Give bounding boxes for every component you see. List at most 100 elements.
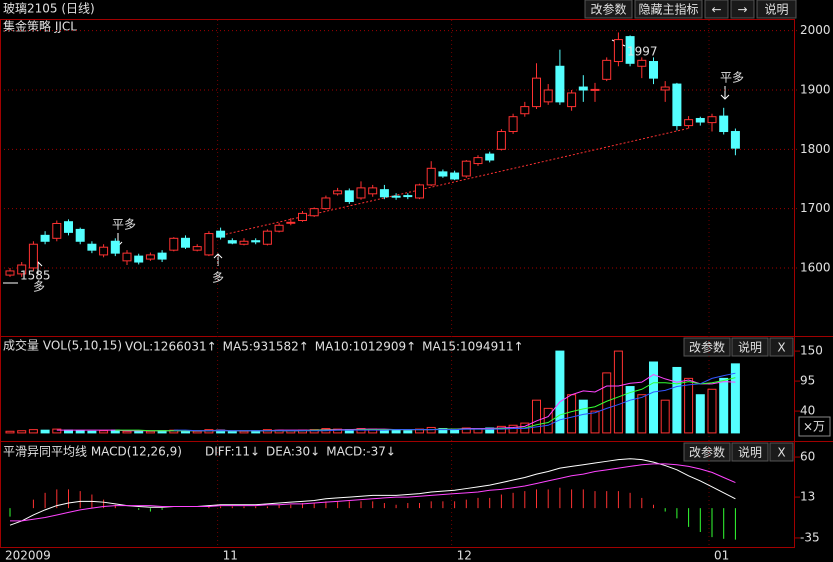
volume-bar (625, 386, 635, 434)
button-bg (704, 0, 729, 19)
candle-body (602, 59, 612, 80)
candle-body (286, 221, 296, 224)
candle-body (239, 240, 249, 245)
chart-subtitle: 集金策略 JJCL (3, 19, 77, 34)
volume-bar (660, 399, 670, 434)
volume-bar (262, 429, 272, 434)
button-label: X (777, 446, 785, 460)
volume-bar (5, 430, 15, 434)
candle-body (496, 131, 506, 150)
candle-body (274, 224, 284, 232)
candle-body (251, 240, 261, 243)
volume-bar (649, 361, 658, 434)
candle-body (356, 187, 366, 199)
volume-bar (613, 350, 623, 434)
volume-bar (75, 430, 85, 434)
button[interactable]: 说明 (731, 442, 769, 462)
indicator-line (173, 372, 736, 432)
button[interactable]: → (730, 0, 755, 19)
candle-body (555, 65, 565, 103)
button[interactable]: X (769, 337, 794, 357)
button-bg (769, 337, 794, 357)
candle-body (415, 184, 424, 199)
candle-body (450, 172, 460, 180)
candle-body (87, 243, 97, 251)
volume-bar (309, 429, 319, 434)
button[interactable]: 改参数 (584, 0, 633, 19)
y-tick-label: 2000 (800, 23, 831, 37)
chart-title: 玻璃2105 (日线) (3, 2, 95, 16)
annotation: 平多 (112, 218, 136, 232)
button-bg (683, 337, 731, 357)
button[interactable]: 说明 (756, 0, 797, 19)
volume-bar (496, 425, 506, 434)
candle-body (309, 208, 319, 217)
volume-bar (672, 366, 682, 434)
candle-body (181, 237, 190, 248)
annotation: 多 (212, 271, 224, 285)
button[interactable]: X (769, 442, 794, 462)
volume-bar (239, 430, 249, 434)
button-label: 改参数 (689, 445, 725, 460)
candle-body (204, 233, 214, 256)
candle-body (532, 77, 541, 108)
volume-bar (426, 426, 436, 434)
button[interactable]: 说明 (731, 337, 769, 357)
arrow (720, 86, 730, 100)
button-bg (756, 0, 797, 19)
button-bg (584, 0, 633, 19)
button[interactable]: 改参数 (683, 337, 731, 357)
button[interactable]: 改参数 (683, 442, 731, 462)
button-label: 改参数 (590, 2, 626, 17)
candle-body (461, 160, 471, 177)
annotation: 平多 (720, 71, 744, 85)
x-tick-label: 12 (457, 549, 472, 562)
volume-bar (87, 430, 97, 434)
candle-body (157, 252, 167, 260)
volume-bar (356, 428, 366, 434)
annotation: 1997 (627, 45, 658, 59)
candle-body (391, 195, 401, 198)
button-bg (769, 442, 794, 462)
candle-body (508, 116, 518, 133)
candle-body (52, 222, 62, 239)
annotation: 1585 (20, 269, 51, 283)
volume-bar (543, 407, 553, 434)
candle-body (122, 252, 132, 262)
volume-bar (707, 388, 717, 434)
volume-bar (192, 430, 202, 434)
candle-body (169, 237, 179, 251)
volume-bar (52, 428, 62, 434)
candle-body (216, 230, 226, 238)
volume-bar (391, 429, 401, 434)
y-tick-label: 13 (800, 490, 815, 504)
button[interactable]: 隐藏主指标 (634, 0, 703, 19)
legend-entry: VOL:1266031↑ (125, 340, 217, 354)
x-tick-label: 202009 (5, 549, 51, 562)
volume-bar (17, 430, 27, 434)
candle-body (578, 86, 588, 91)
candle-body (649, 61, 658, 79)
button-label: 说明 (738, 445, 762, 460)
trend-line (217, 127, 691, 237)
button[interactable]: ← (704, 0, 729, 19)
volume-bar (122, 430, 132, 434)
button-label: X (777, 341, 785, 355)
legend-entry: MA15:1094911↑ (422, 340, 523, 354)
volume-bar (532, 399, 541, 434)
button-label: 说明 (764, 2, 788, 17)
candle-body (192, 246, 202, 251)
button-label: ← (711, 3, 721, 17)
candle-body (379, 189, 389, 198)
candle-body (660, 86, 670, 91)
legend-entry: DEA:30↓ (266, 445, 320, 459)
volume-bar (719, 377, 729, 434)
annotation: 多 (33, 280, 45, 294)
volume-bar (567, 394, 577, 434)
button-label: 说明 (738, 340, 762, 355)
volume-bar (590, 410, 600, 434)
x-tick-label: 11 (223, 549, 238, 562)
candle-body (590, 88, 600, 91)
candle-body (719, 115, 729, 133)
candle-body (520, 106, 530, 115)
